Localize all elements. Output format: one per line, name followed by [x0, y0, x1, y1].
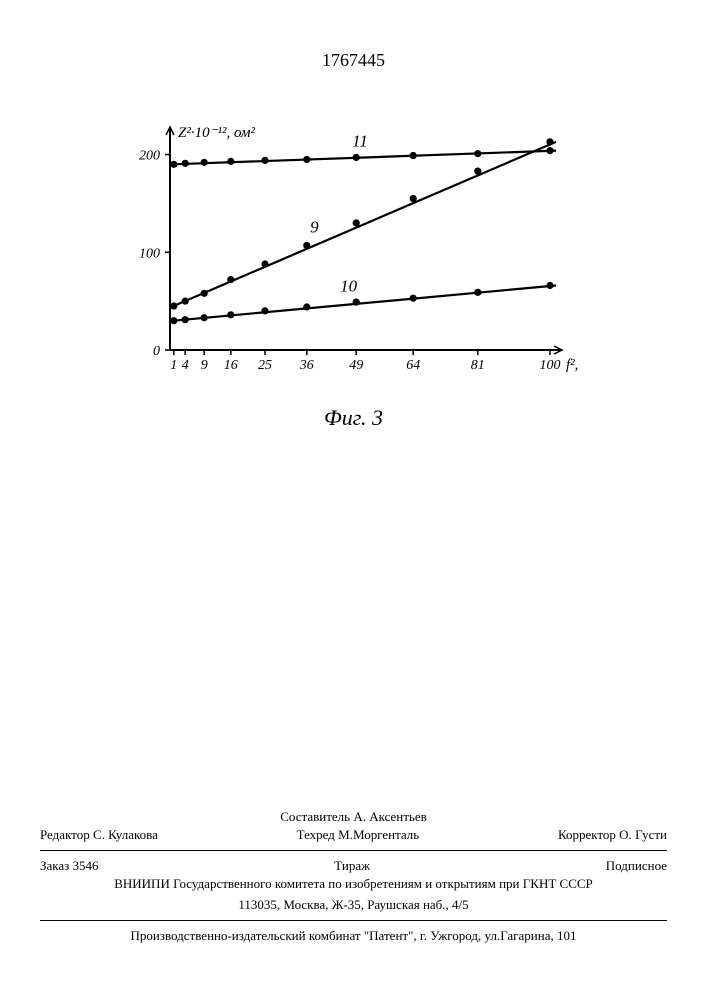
footer-corrector: Корректор О. Густи — [558, 826, 667, 844]
svg-text:49: 49 — [349, 358, 363, 373]
svg-text:11: 11 — [352, 132, 368, 151]
svg-text:100: 100 — [540, 358, 561, 373]
svg-text:9: 9 — [310, 218, 319, 237]
svg-text:16: 16 — [224, 358, 238, 373]
footer-addr2: Производственно-издательский комбинат "П… — [40, 927, 667, 945]
footer-order: Заказ 3546 — [40, 857, 99, 875]
svg-text:1: 1 — [170, 358, 177, 373]
svg-text:10: 10 — [340, 276, 358, 295]
svg-text:Z²·10⁻¹², ом²: Z²·10⁻¹², ом² — [178, 125, 256, 141]
footer-rule-2 — [40, 920, 667, 921]
footer-subscription: Подписное — [606, 857, 667, 875]
svg-text:36: 36 — [299, 358, 314, 373]
svg-text:9: 9 — [201, 358, 208, 373]
svg-text:200: 200 — [139, 149, 160, 164]
figure-caption: Фиг. 3 — [324, 405, 383, 431]
svg-text:4: 4 — [182, 358, 189, 373]
svg-text:25: 25 — [258, 358, 272, 373]
footer-tirazh: Тираж — [334, 857, 370, 875]
footer-tech: Техред М.Моргенталь — [297, 826, 420, 844]
page-number: 1767445 — [322, 50, 385, 71]
svg-text:0: 0 — [153, 344, 160, 359]
footer-compiler: Составитель А. Аксентьев — [40, 808, 667, 826]
footer-editor: Редактор С. Кулакова — [40, 826, 158, 844]
figure-chart: 0100200Z²·10⁻¹², ом²149162536496481100f²… — [120, 120, 580, 380]
svg-text:81: 81 — [471, 358, 485, 373]
footer-org: ВНИИПИ Государственного комитета по изоб… — [40, 875, 667, 893]
svg-text:100: 100 — [139, 246, 160, 261]
footer-addr1: 113035, Москва, Ж-35, Раушская наб., 4/5 — [40, 896, 667, 914]
footer-block: Составитель А. Аксентьев Редактор С. Кул… — [40, 808, 667, 945]
svg-text:64: 64 — [406, 358, 420, 373]
svg-text:f², кгц²: f², кгц² — [566, 357, 580, 373]
footer-rule-1 — [40, 850, 667, 851]
